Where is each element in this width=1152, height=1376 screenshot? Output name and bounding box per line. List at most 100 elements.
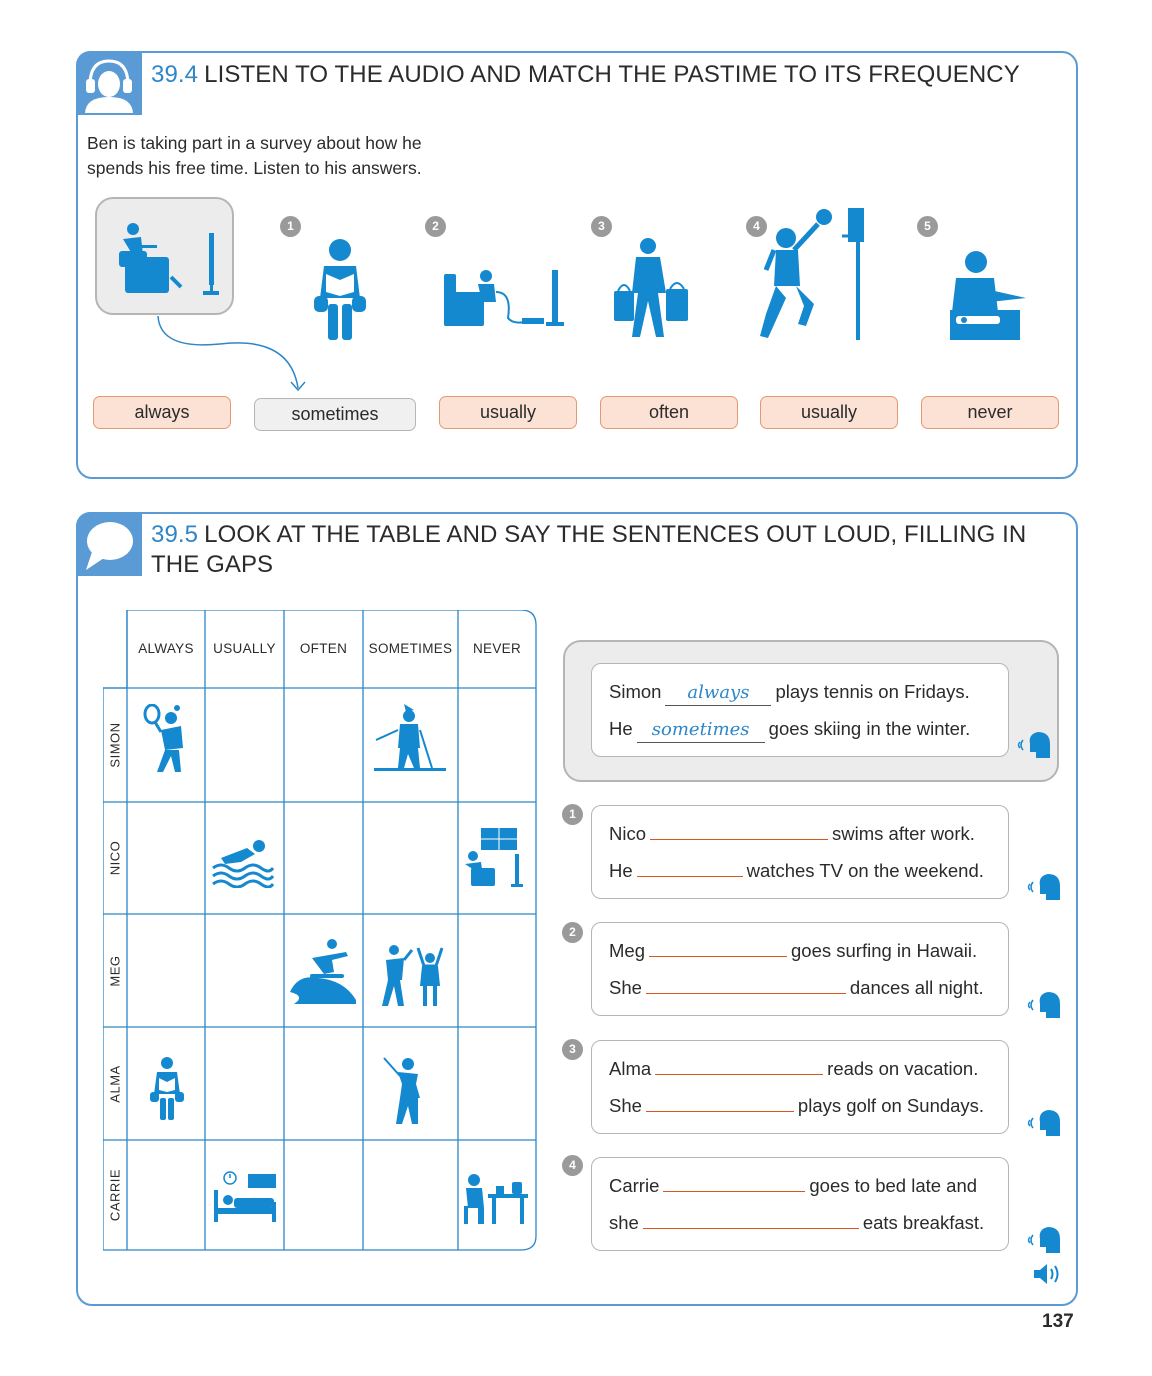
answer-chip[interactable]: never: [921, 396, 1059, 429]
speaking-head-icon[interactable]: [1026, 990, 1062, 1020]
answer-blank[interactable]: [650, 822, 829, 840]
basketball-icon: [760, 208, 864, 340]
breakfast-icon: [464, 1174, 528, 1224]
answer-chip[interactable]: always: [93, 396, 231, 429]
sentence-end: reads on vacation.: [827, 1058, 979, 1079]
exercise-intro: Ben is taking part in a survey about how…: [87, 131, 467, 181]
sentence-end: dances all night.: [849, 977, 984, 998]
sentence-start: He: [609, 718, 633, 739]
sentence-start: She: [609, 977, 642, 998]
speaking-head-icon[interactable]: [1016, 730, 1052, 760]
answer-blank[interactable]: [645, 1094, 794, 1112]
item-number: 2: [425, 216, 446, 237]
exercise-title: 39.5 LOOK AT THE TABLE AND SAY THE SENTEN…: [151, 520, 1031, 580]
skiing-icon: [374, 704, 446, 771]
answer-blank[interactable]: [655, 1057, 824, 1075]
sentence-bubble-1: Nico swims after work. He watches TV on th…: [591, 805, 1009, 899]
sentence-start: Carrie: [609, 1175, 660, 1196]
filled-answer: sometimes: [636, 721, 765, 743]
column-header-always: ALWAYS: [138, 641, 194, 656]
example-sentence-bubble: Simon always plays tennis on Fridays. He so…: [591, 663, 1009, 757]
row-label: NICO: [107, 840, 123, 876]
sentence-line: Nico swims after work.: [609, 822, 975, 846]
shopping-icon: [614, 238, 688, 337]
sentence-end: goes to bed late and: [809, 1175, 978, 1196]
question-number: 4: [562, 1155, 583, 1176]
sleeping-icon: [214, 1171, 276, 1222]
column-header-usually: USUALLY: [213, 641, 276, 656]
intro-line: Ben is taking part in a survey about how…: [87, 133, 422, 153]
answer-chip[interactable]: often: [600, 396, 738, 429]
question-number: 2: [562, 922, 583, 943]
dancing-icon: [382, 945, 444, 1006]
row-header-carrie: CARRIE: [103, 1140, 127, 1250]
sentence-end: plays tennis on Fridays.: [775, 681, 970, 702]
sentence-start: He: [609, 860, 633, 881]
headphones-person-icon: [76, 51, 142, 115]
sentence-line: she eats breakfast.: [609, 1211, 984, 1235]
row-label: CARRIE: [107, 1168, 123, 1222]
speech-bubble-icon: [76, 512, 142, 576]
watching-tv-night-icon: [465, 828, 523, 887]
answer-chip[interactable]: usually: [439, 396, 577, 429]
exercise-panel-39-4: [76, 51, 1078, 479]
row-label: ALMA: [107, 1064, 123, 1103]
page-number: 137: [1042, 1311, 1074, 1332]
row-label: SIMON: [107, 722, 123, 768]
example-connector-arrow: [157, 315, 306, 392]
exercise-title-text: LISTEN TO THE AUDIO AND MATCH THE PASTIM…: [204, 61, 1020, 88]
sentence-end: eats breakfast.: [862, 1212, 985, 1233]
exercise-title-text: LOOK AT THE TABLE AND SAY THE SENTENCES …: [151, 521, 1027, 578]
row-header-alma: ALMA: [103, 1027, 127, 1140]
sentence-line: He watches TV on the weekend.: [609, 859, 984, 883]
watching-tv-icon: [119, 223, 219, 295]
sentence-end: swims after work.: [832, 823, 975, 844]
row-label: MEG: [107, 954, 123, 987]
sentence-line: He sometimes goes skiing in the winter.: [609, 717, 970, 743]
row-header-simon: SIMON: [103, 688, 127, 802]
cooking-icon: [950, 251, 1026, 340]
sentence-end: goes surfing in Hawaii.: [791, 940, 978, 961]
row-header-meg: MEG: [103, 914, 127, 1027]
exercise-panel-39-5: [76, 512, 1078, 1306]
sentence-line: She plays golf on Sundays.: [609, 1094, 984, 1118]
answer-chip[interactable]: usually: [760, 396, 898, 429]
sentence-end: plays golf on Sundays.: [797, 1095, 985, 1116]
item-number: 3: [591, 216, 612, 237]
column-header-often: OFTEN: [299, 641, 348, 656]
question-number: 1: [562, 804, 583, 825]
answer-blank[interactable]: [649, 939, 787, 957]
sentence-start: Nico: [609, 823, 647, 844]
sentence-bubble-4: Carrie goes to bed late and she eats break…: [591, 1157, 1009, 1251]
audio-speaker-icon[interactable]: [1032, 1262, 1062, 1286]
sentence-bubble-3: Alma reads on vacation. She plays golf on …: [591, 1040, 1009, 1134]
answer-blank[interactable]: [645, 976, 846, 994]
answer-chip-selected[interactable]: sometimes: [254, 398, 416, 431]
answer-blank[interactable]: [642, 1211, 859, 1229]
sentence-line: Simon always plays tennis on Fridays.: [609, 680, 970, 706]
row-header-nico: NICO: [103, 802, 127, 914]
answer-blank[interactable]: [663, 1174, 806, 1192]
tennis-icon: [143, 704, 183, 772]
item-number: 5: [917, 216, 938, 237]
filled-answer: always: [665, 684, 772, 706]
item-number: 4: [746, 216, 767, 237]
column-header-sometimes: SOMETIMES: [368, 641, 453, 656]
sentence-start: Meg: [609, 940, 645, 961]
sentence-line: Carrie goes to bed late and: [609, 1174, 977, 1198]
video-game-icon: [444, 270, 564, 326]
golf-icon: [383, 1057, 420, 1124]
example-image-box: [95, 197, 234, 315]
sentence-line: Meg goes surfing in Hawaii.: [609, 939, 977, 963]
sentence-start: Alma: [609, 1058, 652, 1079]
speaking-head-icon[interactable]: [1026, 1108, 1062, 1138]
answer-blank[interactable]: [636, 859, 743, 877]
item-number: 1: [280, 216, 301, 237]
reading-icon: [314, 239, 366, 340]
exercise-number: 39.4: [151, 61, 199, 88]
sentence-end: watches TV on the weekend.: [746, 860, 984, 881]
sentence-line: Alma reads on vacation.: [609, 1057, 978, 1081]
speaking-head-icon[interactable]: [1026, 1225, 1062, 1255]
sentence-line: She dances all night.: [609, 976, 984, 1000]
speaking-head-icon[interactable]: [1026, 872, 1062, 902]
